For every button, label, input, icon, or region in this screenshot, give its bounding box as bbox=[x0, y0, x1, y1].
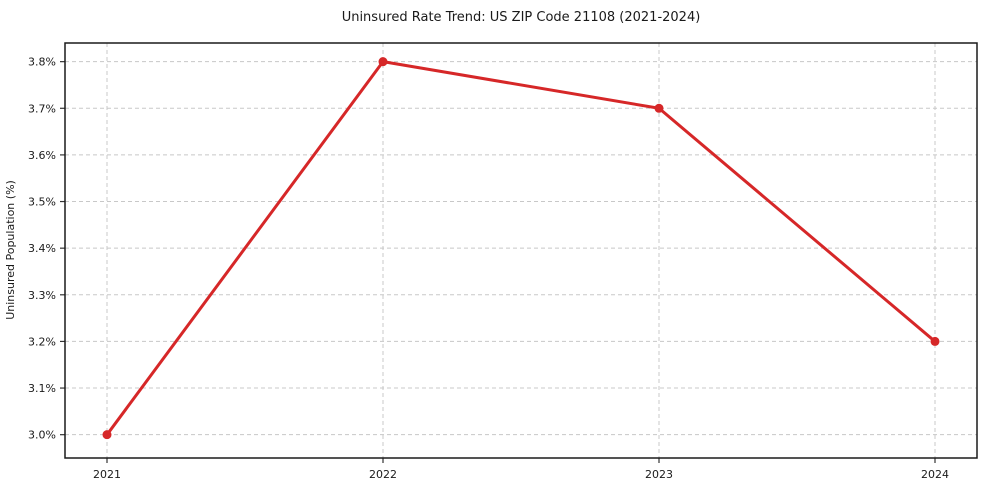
data-point bbox=[378, 57, 388, 67]
y-axis-label: Uninsured Population (%) bbox=[4, 180, 17, 320]
y-tick-label: 3.8% bbox=[28, 56, 56, 69]
gridlines bbox=[65, 43, 977, 458]
data-point bbox=[654, 103, 664, 113]
y-tick-label: 3.6% bbox=[28, 149, 56, 162]
y-tick-label: 3.4% bbox=[28, 242, 56, 255]
data-point bbox=[102, 430, 112, 440]
y-tick-label: 3.1% bbox=[28, 382, 56, 395]
data-point bbox=[930, 336, 940, 346]
x-tick-label: 2023 bbox=[645, 468, 673, 481]
x-tick-label: 2024 bbox=[921, 468, 949, 481]
data-series bbox=[102, 57, 940, 440]
y-tick-label: 3.5% bbox=[28, 196, 56, 209]
x-tick-label: 2022 bbox=[369, 468, 397, 481]
plot-border bbox=[64, 42, 978, 459]
y-tick-label: 3.0% bbox=[28, 429, 56, 442]
y-tick-label: 3.2% bbox=[28, 335, 56, 348]
x-tick-label: 2021 bbox=[93, 468, 121, 481]
trend-line bbox=[105, 60, 937, 437]
y-tick-label: 3.3% bbox=[28, 289, 56, 302]
y-tick-label: 3.7% bbox=[28, 102, 56, 115]
chart-title: Uninsured Rate Trend: US ZIP Code 21108 … bbox=[342, 10, 701, 25]
axes-frame: 3.0% 3.1% 3.2% 3.3% 3.4% 3.5% 3.6% 3.7% 3.8% 2021… bbox=[28, 42, 978, 481]
